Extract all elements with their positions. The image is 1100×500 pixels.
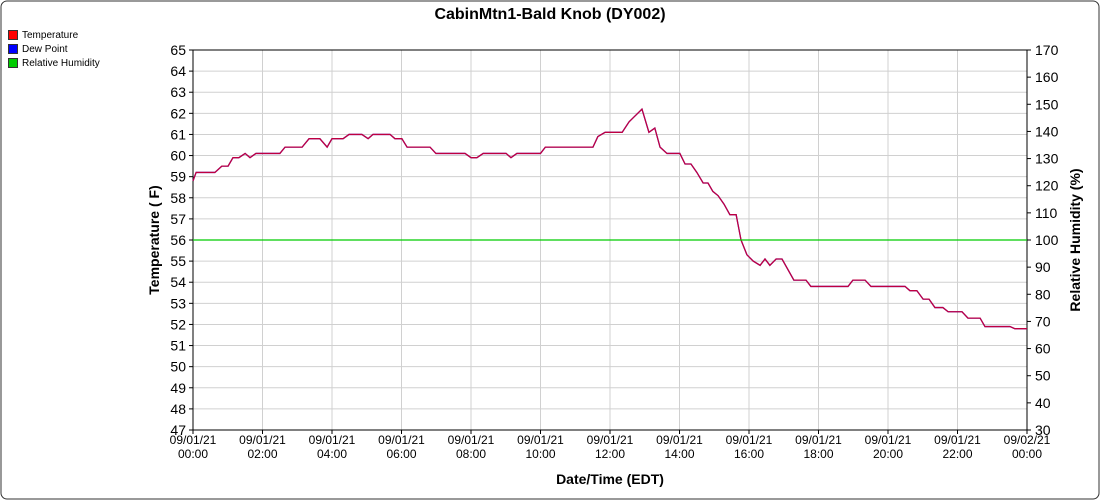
y-tick-label: 48 — [170, 401, 186, 417]
y-tick-label: 56 — [170, 232, 186, 248]
x-tick-label: 09/01/21 06:00 — [378, 433, 425, 461]
y-tick-label: 54 — [170, 274, 186, 290]
y2-tick-label: 30 — [1035, 422, 1051, 438]
legend-label: Temperature — [22, 29, 79, 41]
x-tick-label: 09/01/21 10:00 — [517, 433, 564, 461]
legend-swatch — [8, 30, 18, 40]
y2-tick-label: 60 — [1035, 341, 1051, 357]
y2-tick-label: 150 — [1035, 96, 1059, 112]
y-tick-label: 65 — [170, 42, 186, 58]
y2-tick-label: 50 — [1035, 368, 1051, 384]
y2-axis-label: Relative Humidity (%) — [1067, 168, 1083, 311]
y2-tick-label: 40 — [1035, 395, 1051, 411]
x-tick-label: 09/01/21 16:00 — [725, 433, 773, 461]
series-line — [192, 107, 1027, 330]
y2-tick-label: 110 — [1035, 205, 1058, 221]
y-tick-label: 57 — [170, 211, 186, 227]
y2-tick-label: 80 — [1035, 286, 1051, 302]
y-tick-label: 64 — [170, 63, 186, 79]
y2-tick-label: 70 — [1035, 313, 1051, 329]
x-tick-label: 09/01/21 18:00 — [795, 433, 842, 461]
legend-swatch — [8, 44, 18, 54]
y-tick-label: 51 — [170, 338, 186, 354]
y-tick-label: 52 — [170, 316, 186, 332]
y2-tick-label: 170 — [1035, 42, 1059, 58]
legend-label: Dew Point — [22, 43, 68, 55]
y2-tick-label: 140 — [1035, 123, 1059, 139]
x-tick-label: 09/01/21 02:00 — [239, 433, 286, 461]
legend: Temperature Dew Point Relative Humidity — [8, 28, 100, 70]
y2-tick-label: 160 — [1035, 69, 1059, 85]
y2-tick-label: 120 — [1035, 178, 1059, 194]
legend-item: Relative Humidity — [8, 56, 100, 70]
y-tick-label: 53 — [170, 295, 186, 311]
y-tick-label: 50 — [170, 359, 186, 375]
x-tick-label: 09/01/21 00:00 — [169, 433, 217, 461]
x-tick-label: 09/01/21 08:00 — [447, 433, 495, 461]
y-tick-label: 49 — [170, 380, 186, 396]
y2-tick-label: 90 — [1035, 259, 1051, 275]
y2-tick-label: 130 — [1035, 151, 1059, 167]
x-axis-label: Date/Time (EDT) — [556, 471, 664, 487]
legend-swatch — [8, 58, 18, 68]
y-tick-label: 60 — [170, 148, 186, 164]
y-tick-label: 47 — [170, 422, 186, 438]
y-axis-label: Temperature ( F) — [146, 185, 162, 294]
x-tick-label: 09/01/21 20:00 — [864, 433, 912, 461]
y-tick-label: 55 — [170, 253, 186, 269]
x-tick-label: 09/02/21 00:00 — [1003, 433, 1051, 461]
y-tick-label: 61 — [170, 126, 186, 142]
legend-label: Relative Humidity — [22, 57, 100, 69]
y-tick-label: 63 — [170, 84, 186, 100]
x-tick-label: 09/01/21 22:00 — [934, 433, 981, 461]
y2-tick-label: 100 — [1035, 232, 1059, 248]
legend-item: Dew Point — [8, 42, 100, 56]
y-tick-label: 58 — [170, 190, 186, 206]
legend-item: Temperature — [8, 28, 100, 42]
chart-title: CabinMtn1-Bald Knob (DY002) — [434, 6, 665, 23]
x-tick-label: 09/01/21 12:00 — [586, 433, 634, 461]
x-tick-label: 09/01/21 14:00 — [656, 433, 703, 461]
x-tick-label: 09/01/21 04:00 — [308, 433, 356, 461]
y-tick-label: 62 — [170, 105, 186, 121]
y-tick-label: 59 — [170, 169, 186, 185]
